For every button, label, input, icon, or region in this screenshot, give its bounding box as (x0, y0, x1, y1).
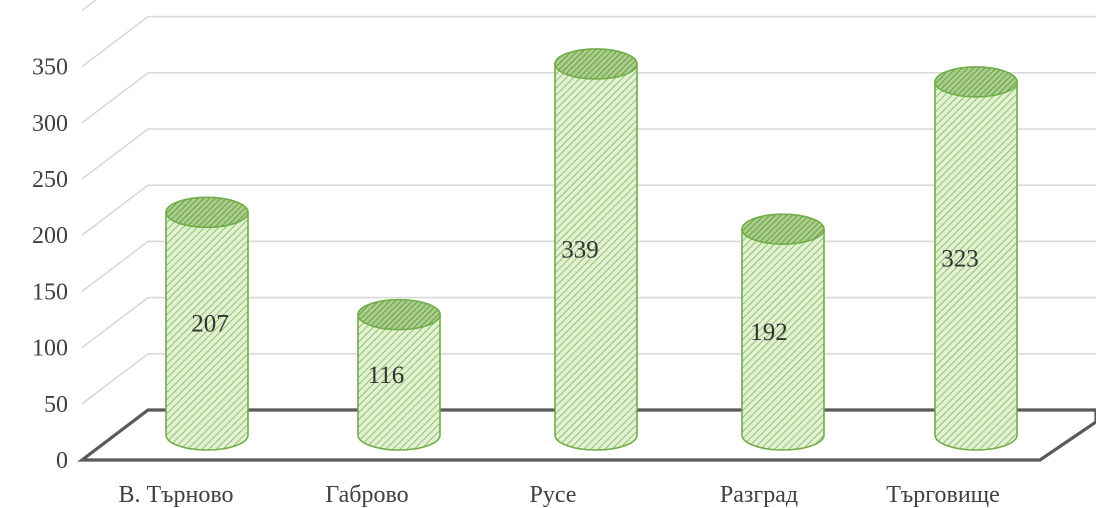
gridline-400 (81, 0, 98, 12)
bars: 207 116 339 192 323 (165, 48, 1018, 451)
bar-body (934, 81, 1018, 451)
data-label: 339 (561, 236, 599, 263)
gridline-300 (81, 72, 1096, 124)
bar-0: 207 (165, 196, 249, 451)
y-tick-label: 200 (32, 223, 68, 249)
bar-4: 323 (934, 66, 1018, 451)
gridline-200 (81, 184, 1096, 236)
bar-body (357, 313, 441, 451)
bar-top (357, 298, 441, 331)
bar-body (165, 211, 249, 451)
y-tick-label: 0 (56, 448, 68, 474)
bar-body (554, 63, 638, 451)
data-label: 207 (191, 311, 229, 338)
y-tick-label: 50 (44, 392, 68, 418)
x-category-label: Търговище (886, 482, 1000, 508)
gridlines (81, 0, 1096, 405)
x-category-label: В. Търново (118, 482, 233, 508)
x-category-label: Габрово (325, 482, 408, 508)
data-label: 116 (368, 362, 405, 389)
y-tick-label: 250 (32, 167, 68, 193)
y-tick-label: 300 (32, 111, 68, 137)
bar-2: 339 (554, 48, 638, 451)
gridline-250 (81, 128, 1096, 180)
bar-top (934, 66, 1018, 98)
bar-top (554, 48, 638, 80)
x-category-label: Русе (530, 482, 577, 508)
y-tick-label: 150 (32, 279, 68, 305)
y-tick-label: 350 (32, 55, 68, 81)
bar-top (741, 213, 825, 245)
x-category-label: Разград (720, 482, 798, 508)
x-axis-labels: В. Търново Габрово Русе Разград Търговище (118, 482, 999, 508)
data-label: 323 (941, 245, 979, 272)
data-label: 192 (750, 319, 788, 346)
bar-3: 192 (741, 213, 825, 451)
y-tick-label: 100 (32, 336, 68, 362)
y-axis-ticks: 0 50 100 150 200 250 300 350 (32, 55, 68, 474)
bar-body (741, 228, 825, 451)
bar-1: 116 (357, 298, 441, 451)
gridline-350 (81, 15, 1096, 68)
bar-top (165, 196, 249, 229)
